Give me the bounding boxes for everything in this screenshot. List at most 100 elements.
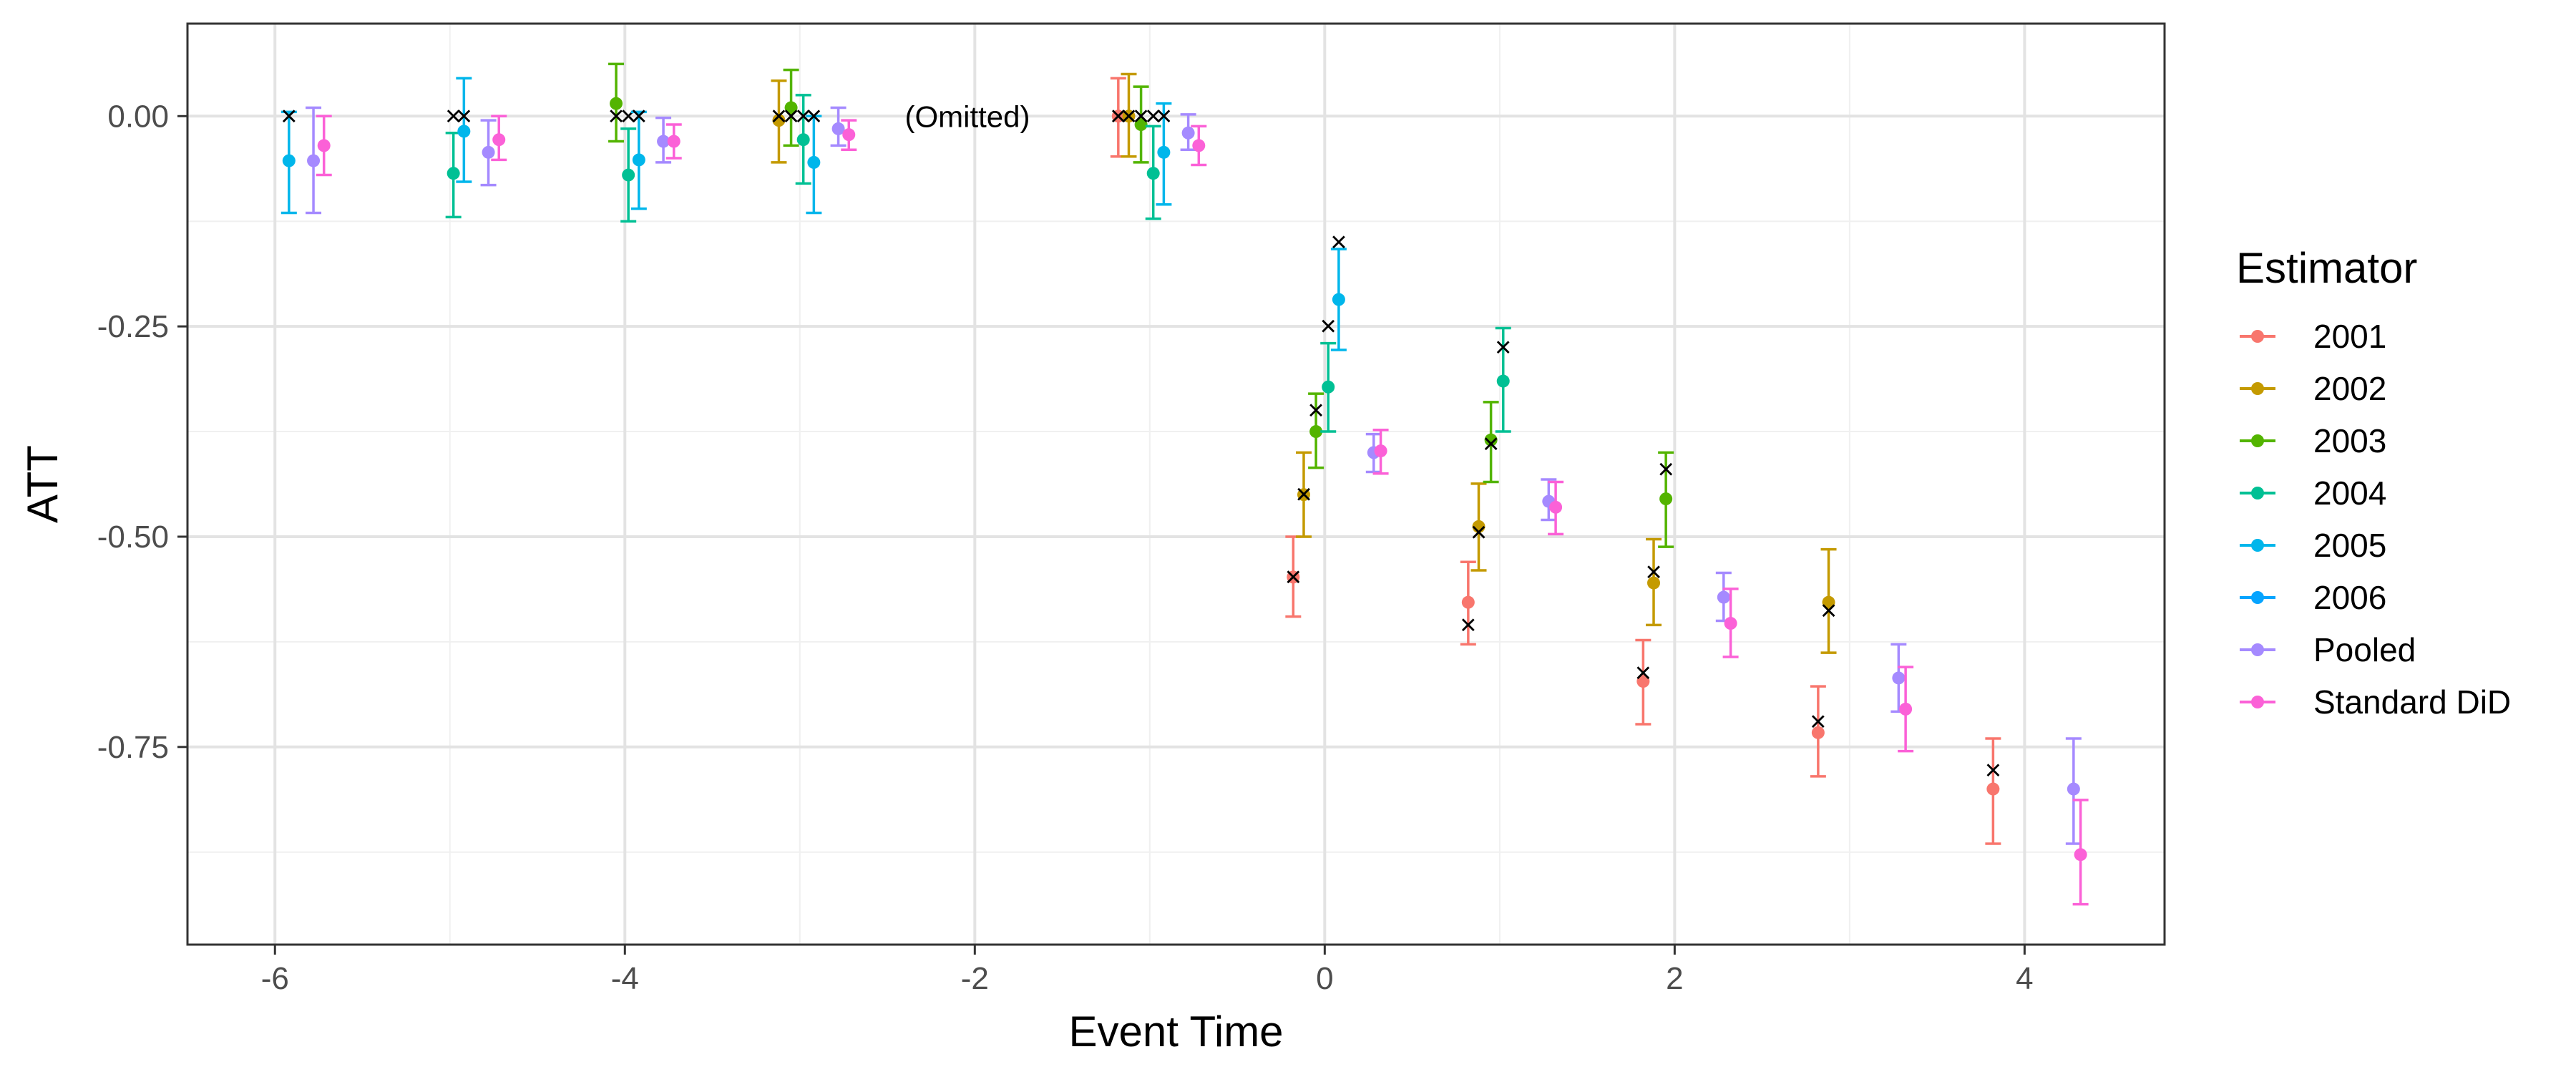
- y-tick-label: -0.25: [97, 309, 169, 344]
- data-point: [482, 145, 495, 159]
- data-point: [807, 155, 821, 169]
- legend: Estimator 2001 2002 2003 2004 2005 2006 Pooled…: [2236, 244, 2511, 721]
- legend-label: 2004: [2313, 474, 2386, 512]
- data-point: [1322, 380, 1335, 394]
- data-point: [1484, 433, 1498, 447]
- data-point: [622, 168, 635, 182]
- data-point: [447, 167, 460, 180]
- data-point: [2067, 782, 2080, 796]
- data-point: [1309, 425, 1323, 439]
- data-point: [831, 122, 845, 135]
- data-point: [1659, 492, 1673, 506]
- data-point: [1192, 139, 1206, 152]
- series-2001: ××××××: [1110, 77, 2001, 845]
- data-point: [1892, 671, 1906, 685]
- true-value-marker: ×: [806, 100, 822, 132]
- legend-label: 2001: [2313, 318, 2386, 355]
- true-value-marker: ×: [1285, 561, 1302, 593]
- true-value-marker: ×: [1810, 706, 1826, 738]
- data-point: [1636, 675, 1650, 688]
- true-value-marker: ×: [1460, 609, 1476, 640]
- true-value-marker: ×: [1483, 429, 1499, 460]
- data-point: [1472, 520, 1485, 533]
- legend-item: Pooled: [2240, 631, 2416, 668]
- true-value-marker: ×: [280, 100, 297, 132]
- data-point: [1986, 782, 2000, 796]
- true-value-marker: ×: [1495, 332, 1511, 364]
- legend-label: 2003: [2313, 422, 2386, 459]
- legend-key-point: [2251, 382, 2264, 395]
- series-standard-did: [316, 114, 2089, 906]
- data-point: [1811, 726, 1825, 739]
- true-value-marker: ×: [1635, 657, 1652, 688]
- data-point: [1496, 374, 1510, 388]
- legend-label: Standard DiD: [2313, 683, 2511, 721]
- legend-key-point: [2251, 591, 2264, 604]
- series-2005: × × × × ××: [280, 77, 1347, 351]
- data-point: [1374, 444, 1387, 458]
- data-point: [610, 97, 623, 110]
- true-value-marker: ×: [1985, 755, 2001, 786]
- legend-item: 2002: [2240, 370, 2386, 407]
- legend-item: 2001: [2240, 318, 2386, 355]
- y-tick-label: 0.00: [107, 99, 169, 134]
- true-value-marker: ×: [1645, 556, 1662, 588]
- data-point: [1146, 167, 1160, 180]
- x-tick-label: -4: [611, 961, 639, 996]
- panel-background: [187, 24, 2165, 945]
- series-2003: × × ××××: [608, 62, 1674, 548]
- data-point: [457, 125, 471, 138]
- true-value-marker: ×: [1133, 100, 1149, 132]
- data-point: [282, 154, 296, 167]
- true-value-marker: ×: [1330, 227, 1347, 258]
- true-value-marker: ×: [1657, 454, 1674, 485]
- legend-label: 2005: [2313, 527, 2386, 564]
- true-value-marker: ×: [1295, 479, 1312, 510]
- true-value-marker: ×: [1320, 311, 1337, 342]
- data-point: [2074, 848, 2087, 862]
- true-value-marker: ×: [620, 100, 636, 132]
- data-point: [796, 133, 810, 147]
- series-pooled: [306, 106, 2082, 845]
- y-axis-title: ATT: [19, 445, 67, 523]
- true-value-marker: ×: [771, 100, 787, 132]
- legend-item: 2003: [2240, 422, 2386, 459]
- data-point: [1157, 145, 1171, 159]
- legend-label: 2006: [2313, 579, 2386, 616]
- omitted-annotation: (Omitted): [905, 99, 1030, 133]
- legend-label: Pooled: [2313, 631, 2416, 668]
- legend-key-point: [2251, 643, 2264, 656]
- x-tick-label: -2: [961, 961, 989, 996]
- data-point: [632, 153, 645, 167]
- data-point: [317, 139, 331, 152]
- legend-label: 2002: [2313, 370, 2386, 407]
- data-point: [1287, 570, 1300, 584]
- legend-item: Standard DiD: [2240, 683, 2511, 721]
- true-value-marker: ×: [1121, 100, 1137, 132]
- true-value-marker: ×: [1156, 100, 1172, 132]
- true-value-marker: ×: [1110, 100, 1126, 132]
- data-point: [657, 135, 670, 148]
- x-axis-title: Event Time: [1068, 1008, 1283, 1056]
- data-point: [667, 135, 680, 148]
- true-value-marker: ×: [1145, 100, 1161, 132]
- legend-key-point: [2251, 539, 2264, 552]
- data-point: [842, 128, 856, 142]
- series-2002: × ×××××: [771, 72, 1837, 654]
- data-point: [1822, 595, 1835, 609]
- legend-item: 2004: [2240, 474, 2386, 512]
- data-point: [1297, 488, 1310, 502]
- axes: -6 -4 -2 0 2 4 0.00 -0.25 -0.50 -0.75: [97, 99, 2034, 996]
- y-tick-label: -0.50: [97, 520, 169, 555]
- plot-data: ××××××× ×××××× × ××××× × × ×××× × × × ××: [280, 62, 2089, 906]
- legend-key-point: [2251, 330, 2264, 343]
- legend-item: 2006: [2240, 579, 2386, 616]
- data-point: [1899, 702, 1913, 716]
- legend-item: 2005: [2240, 527, 2386, 564]
- data-point: [1461, 595, 1475, 609]
- legend-key-point: [2251, 434, 2264, 447]
- legend-title: Estimator: [2236, 244, 2417, 292]
- true-value-marker: ×: [608, 100, 624, 132]
